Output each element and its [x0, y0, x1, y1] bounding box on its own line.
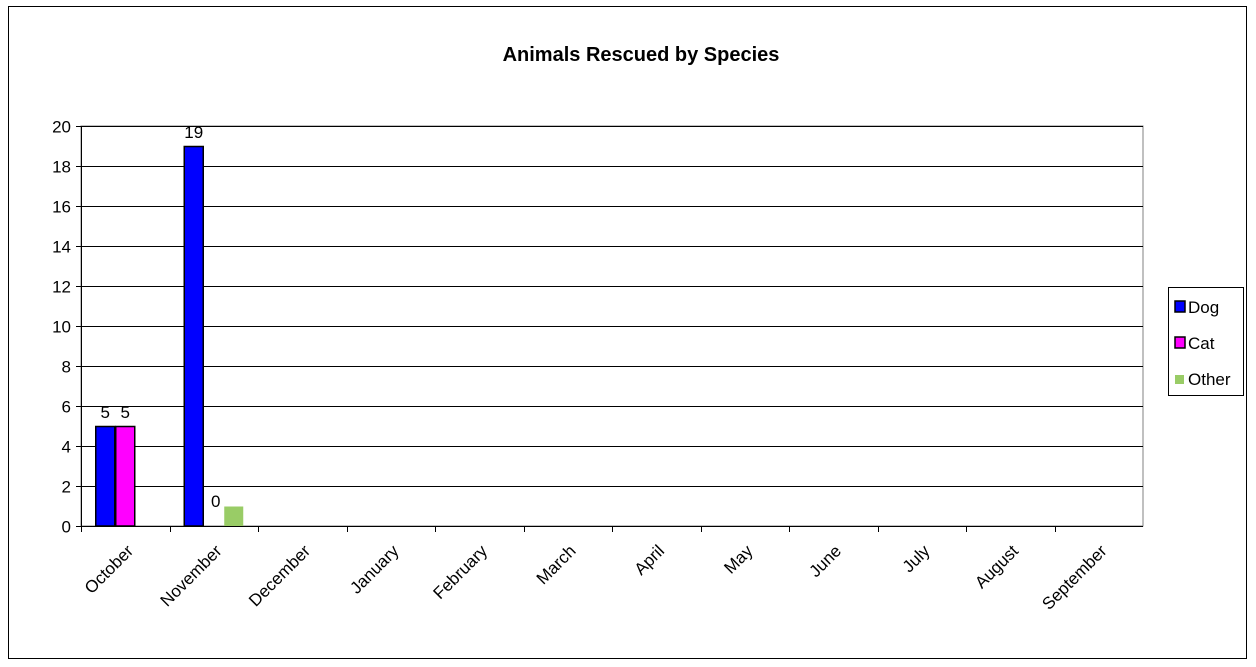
legend-label-cat: Cat [1188, 334, 1215, 353]
x-tick-label: January [346, 541, 403, 598]
legend-label-other: Other [1188, 370, 1231, 389]
chart: Animals Rescued by Species 0 2 4 6 8 10 12 14 16… [52, 44, 1244, 614]
x-tick-label: December [245, 541, 314, 610]
bar-dog [95, 425, 116, 527]
y-tick-label: 4 [62, 438, 71, 457]
axes: 0 2 4 6 8 10 12 14 16 18 20 October November December… [52, 118, 1143, 614]
data-labels: 5 5 19 0 [101, 123, 221, 511]
chart-title: Animals Rescued by Species [503, 44, 780, 66]
legend-label-dog: Dog [1188, 298, 1219, 317]
bar-cat [115, 425, 136, 527]
y-tick-label: 18 [52, 158, 71, 177]
legend-swatch-dog [1174, 300, 1186, 313]
legend-swatch-cat [1174, 336, 1186, 349]
gridlines [80, 125, 1144, 527]
x-tick-label: April [631, 541, 668, 578]
data-label: 19 [184, 123, 203, 142]
data-label: 5 [121, 403, 130, 422]
x-tick-label: September [1038, 541, 1110, 613]
bar-other [224, 506, 244, 526]
y-tick-label: 16 [52, 198, 71, 217]
x-tick-label: May [720, 541, 756, 577]
legend: Dog Cat Other [1168, 287, 1244, 396]
y-tick-label: 12 [52, 278, 71, 297]
chart-frame: Animals Rescued by Species 0 2 4 6 8 10 12 14 16… [8, 6, 1247, 659]
legend-swatch-other [1175, 375, 1184, 384]
x-tick-label: November [157, 541, 226, 610]
y-tick-label: 8 [62, 358, 71, 377]
bars [95, 145, 244, 527]
x-tick-label: October [81, 541, 137, 597]
bar-dog [183, 145, 204, 527]
data-label: 5 [101, 403, 110, 422]
x-tick-label: February [430, 541, 492, 603]
y-tick-label: 20 [52, 118, 71, 137]
x-tick-label: March [533, 541, 580, 588]
y-tick-label: 2 [62, 478, 71, 497]
y-tick-label: 14 [52, 238, 71, 257]
y-tick-label: 10 [52, 318, 71, 337]
y-tick-label: 0 [62, 518, 71, 537]
data-label: 0 [211, 492, 220, 511]
x-tick-label: August [971, 541, 1022, 592]
x-tick-label: June [806, 541, 846, 581]
y-tick-label: 6 [62, 398, 71, 417]
x-tick-label: July [899, 541, 934, 576]
